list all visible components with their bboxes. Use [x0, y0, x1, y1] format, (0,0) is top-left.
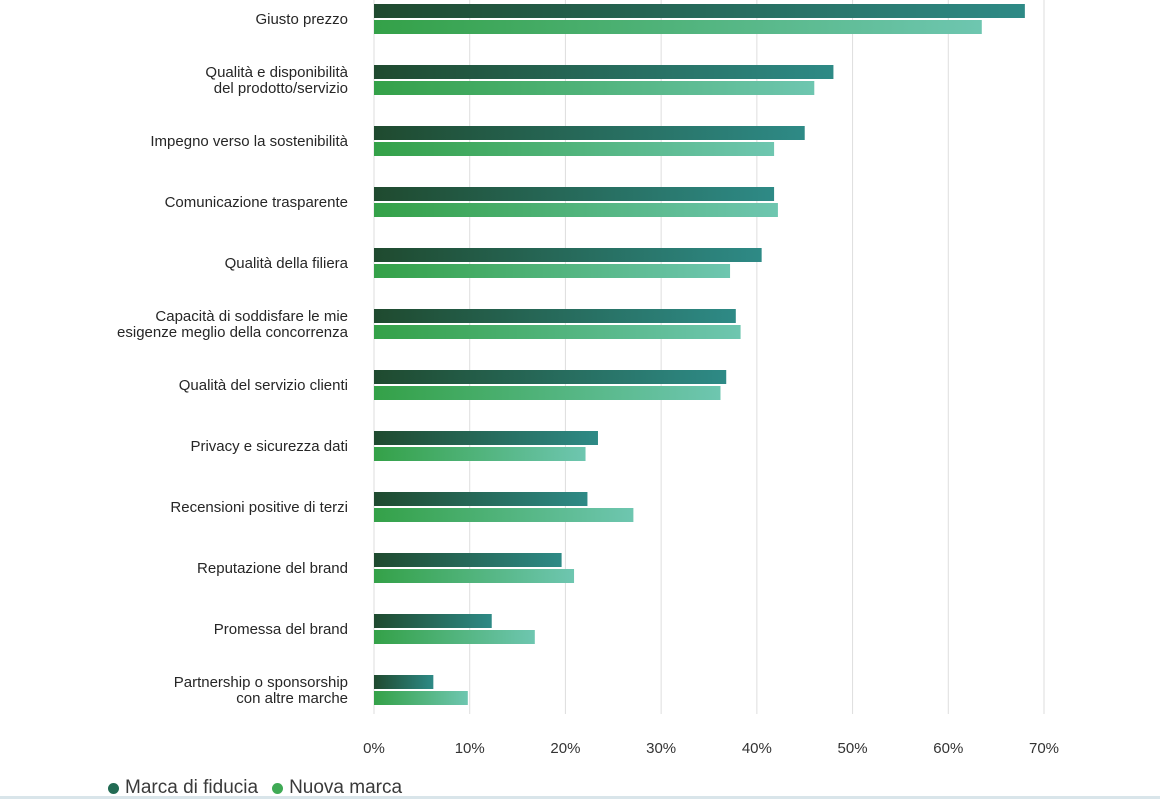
category-label-line: Recensioni positive di terzi: [170, 499, 348, 516]
category-label-line: Qualità della filiera: [225, 255, 349, 272]
category-label-line: Capacità di soddisfare le mie: [155, 308, 348, 325]
category-label: Qualità della filiera: [225, 255, 349, 272]
category-label-line: Reputazione del brand: [197, 560, 348, 577]
bar-new-brand[interactable]: [374, 142, 775, 156]
category-label: Comunicazione trasparente: [165, 194, 348, 211]
bar-trusted-brand[interactable]: [374, 492, 588, 506]
legend-item-new-brand[interactable]: Nuova marca: [272, 777, 402, 799]
bar-new-brand[interactable]: [374, 691, 468, 705]
category-label-line: Qualità del servizio clienti: [179, 377, 348, 394]
category-label-line: Privacy e sicurezza dati: [190, 438, 348, 455]
legend: Marca di fiducia Nuova marca: [108, 776, 402, 799]
x-axis-ticks: 0% 10% 20% 30% 40% 50% 60% 70%: [363, 740, 1059, 757]
bar-new-brand[interactable]: [374, 264, 731, 278]
bar-trusted-brand[interactable]: [374, 126, 805, 140]
category-label: Giusto prezzo: [255, 11, 348, 28]
category-label: Recensioni positive di terzi: [170, 499, 348, 516]
bottom-divider: [0, 796, 1160, 799]
category-label: Reputazione del brand: [197, 560, 348, 577]
category-label: Qualità del servizio clienti: [179, 377, 348, 394]
bar-new-brand[interactable]: [374, 20, 982, 34]
bar-trusted-brand[interactable]: [374, 4, 1025, 18]
category-label: Privacy e sicurezza dati: [190, 438, 348, 455]
category-label-line: Comunicazione trasparente: [165, 194, 348, 211]
legend-item-trusted-brand[interactable]: Marca di fiducia: [108, 777, 258, 799]
bar-new-brand[interactable]: [374, 203, 778, 217]
x-tick-label: 0%: [363, 740, 385, 757]
bars: [374, 4, 1025, 705]
bar-new-brand[interactable]: [374, 386, 721, 400]
bar-new-brand[interactable]: [374, 508, 634, 522]
x-tick-label: 20%: [550, 740, 580, 757]
x-tick-label: 50%: [838, 740, 868, 757]
legend-label-new-brand: Nuova marca: [289, 777, 403, 798]
bar-trusted-brand[interactable]: [374, 248, 762, 262]
bar-trusted-brand[interactable]: [374, 370, 727, 384]
category-label-line: Giusto prezzo: [255, 11, 348, 28]
bar-trusted-brand[interactable]: [374, 553, 562, 567]
category-labels: Giusto prezzo Qualità e disponibilità del …: [117, 11, 349, 707]
grid-lines: [373, 0, 1045, 714]
bar-new-brand[interactable]: [374, 81, 815, 95]
legend-label-trusted-brand: Marca di fiducia: [125, 777, 259, 798]
chart-svg: Giusto prezzo Qualità e disponibilità del …: [117, 0, 1059, 757]
bar-new-brand[interactable]: [374, 447, 586, 461]
bar-trusted-brand[interactable]: [374, 614, 492, 628]
category-label-line: Qualità e disponibilità: [205, 64, 348, 81]
category-label-line: esigenze meglio della concorrenza: [117, 324, 349, 341]
x-tick-label: 60%: [933, 740, 963, 757]
bar-trusted-brand[interactable]: [374, 65, 834, 79]
legend-dot-new-brand: [272, 782, 284, 794]
category-label: Promessa del brand: [214, 621, 348, 638]
category-label-line: con altre marche: [236, 690, 348, 707]
x-tick-label: 30%: [646, 740, 676, 757]
category-label: Impegno verso la sostenibilità: [150, 133, 348, 150]
category-label-line: Impegno verso la sostenibilità: [150, 133, 348, 150]
category-label-line: Promessa del brand: [214, 621, 348, 638]
category-label: Qualità e disponibilità del prodotto/serv…: [205, 64, 348, 97]
bar-trusted-brand[interactable]: [374, 187, 775, 201]
x-tick-label: 10%: [455, 740, 485, 757]
bar-trusted-brand[interactable]: [374, 675, 434, 689]
category-label-line: Partnership o sponsorship: [174, 674, 348, 691]
bar-new-brand[interactable]: [374, 630, 535, 644]
x-tick-label: 40%: [742, 740, 772, 757]
category-label: Capacità di soddisfare le mie esigenze me…: [117, 308, 349, 341]
bar-trusted-brand[interactable]: [374, 309, 736, 323]
category-label: Partnership o sponsorship con altre march…: [174, 674, 348, 707]
x-tick-label: 70%: [1029, 740, 1059, 757]
bar-new-brand[interactable]: [374, 569, 575, 583]
category-label-line: del prodotto/servizio: [214, 80, 348, 97]
bar-trusted-brand[interactable]: [374, 431, 598, 445]
legend-dot-trusted-brand: [108, 782, 119, 794]
bar-new-brand[interactable]: [374, 325, 741, 339]
